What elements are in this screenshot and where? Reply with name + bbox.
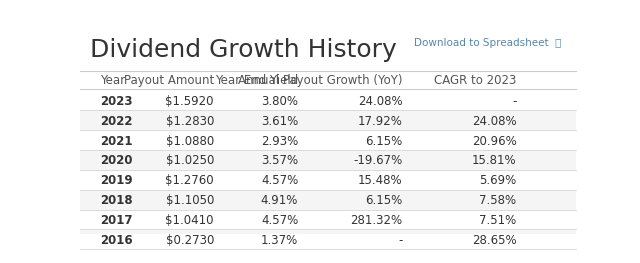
Text: $1.2830: $1.2830: [166, 115, 214, 128]
Text: 4.91%: 4.91%: [261, 194, 298, 207]
Text: 3.61%: 3.61%: [261, 115, 298, 128]
Text: 6.15%: 6.15%: [365, 194, 403, 207]
Text: 15.48%: 15.48%: [358, 174, 403, 187]
Text: $1.0410: $1.0410: [165, 214, 214, 227]
Bar: [80, 111, 576, 130]
Text: 2019: 2019: [100, 174, 132, 187]
Text: 15.81%: 15.81%: [472, 154, 516, 168]
Text: 2022: 2022: [100, 115, 132, 128]
Text: 17.92%: 17.92%: [358, 115, 403, 128]
Text: 2018: 2018: [100, 194, 132, 207]
Text: 6.15%: 6.15%: [365, 135, 403, 148]
Text: Annual Payout Growth (YoY): Annual Payout Growth (YoY): [238, 74, 403, 87]
Text: $1.0880: $1.0880: [166, 135, 214, 148]
Bar: [80, 191, 576, 210]
Text: 1.37%: 1.37%: [261, 234, 298, 247]
Text: $1.1050: $1.1050: [166, 194, 214, 207]
Text: 7.58%: 7.58%: [479, 194, 516, 207]
Text: 28.65%: 28.65%: [472, 234, 516, 247]
Text: $0.2730: $0.2730: [166, 234, 214, 247]
Text: 2.93%: 2.93%: [261, 135, 298, 148]
Text: 4.57%: 4.57%: [261, 214, 298, 227]
Text: 281.32%: 281.32%: [350, 214, 403, 227]
Text: -: -: [512, 95, 516, 108]
Text: $1.2760: $1.2760: [165, 174, 214, 187]
Text: 7.51%: 7.51%: [479, 214, 516, 227]
Text: 5.69%: 5.69%: [479, 174, 516, 187]
Text: 2017: 2017: [100, 214, 132, 227]
Text: $1.5920: $1.5920: [165, 95, 214, 108]
Text: -19.67%: -19.67%: [353, 154, 403, 168]
Bar: [80, 230, 576, 249]
Text: -: -: [398, 234, 403, 247]
Text: 3.57%: 3.57%: [261, 154, 298, 168]
Text: 24.08%: 24.08%: [472, 115, 516, 128]
Text: 2020: 2020: [100, 154, 132, 168]
Text: Year: Year: [100, 74, 125, 87]
Text: Dividend Growth History: Dividend Growth History: [90, 38, 397, 62]
Text: $1.0250: $1.0250: [166, 154, 214, 168]
Text: Download to Spreadsheet  ⤓: Download to Spreadsheet ⤓: [413, 38, 561, 48]
Text: CAGR to 2023: CAGR to 2023: [434, 74, 516, 87]
Text: 2023: 2023: [100, 95, 132, 108]
Text: 2021: 2021: [100, 135, 132, 148]
Text: 20.96%: 20.96%: [472, 135, 516, 148]
Text: Year End Yield: Year End Yield: [215, 74, 298, 87]
Text: Payout Amount: Payout Amount: [124, 74, 214, 87]
Text: 2016: 2016: [100, 234, 132, 247]
Bar: [80, 151, 576, 170]
Text: 4.57%: 4.57%: [261, 174, 298, 187]
Text: 24.08%: 24.08%: [358, 95, 403, 108]
Text: 3.80%: 3.80%: [261, 95, 298, 108]
